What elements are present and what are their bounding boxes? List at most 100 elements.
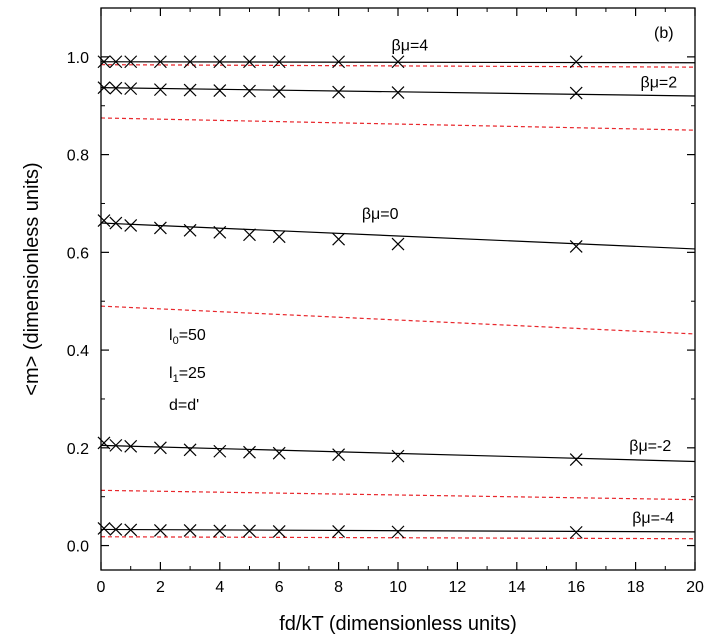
series-label-bmu0: βμ=0 <box>362 206 399 223</box>
data-point <box>569 55 583 69</box>
axes: 0 2 4 6 8 10 12 14 16 18 200.00.20.40.60.81.0 <box>67 7 704 596</box>
data-point <box>243 524 256 538</box>
data-point <box>391 55 405 69</box>
data-point <box>124 219 138 232</box>
data-point <box>213 524 227 538</box>
series-bmu2 <box>97 81 696 131</box>
data-point <box>272 85 286 98</box>
data-point <box>569 525 583 539</box>
data-point <box>391 449 405 463</box>
data-point <box>124 55 138 69</box>
data-point <box>183 83 197 97</box>
data-point <box>109 438 123 452</box>
data-point <box>109 81 123 95</box>
series-bmu0 <box>97 214 696 335</box>
data-point <box>332 55 346 69</box>
series-bmu4 <box>97 55 696 69</box>
data-point <box>272 55 286 69</box>
x-tick-label: 12 <box>449 579 467 596</box>
data-point <box>332 85 346 99</box>
data-point <box>97 55 111 69</box>
data-point <box>332 524 346 538</box>
panel-label: (b) <box>654 25 674 42</box>
param-l0-rest: =50 <box>179 327 206 344</box>
x-tick-label: 14 <box>508 579 526 596</box>
data-point <box>332 232 346 246</box>
param-l1: l1=25 <box>169 365 206 385</box>
data-point <box>272 524 286 538</box>
solid-line-bmu0 <box>100 222 696 250</box>
param-d: d=d' <box>169 397 199 414</box>
series-label-bmu2: βμ=2 <box>641 75 678 92</box>
data-point <box>243 228 256 242</box>
x-tick-label: 10 <box>389 579 407 596</box>
data-point <box>183 523 197 537</box>
x-tick-label: 4 <box>215 579 224 596</box>
data-point <box>272 230 286 244</box>
data-point <box>97 214 111 228</box>
y-tick-label: 0.8 <box>67 148 89 165</box>
param-l1-base: l <box>169 365 173 382</box>
data-point <box>97 522 111 535</box>
x-tick-label: 20 <box>686 579 704 596</box>
data-point <box>569 453 583 466</box>
data-point <box>153 221 167 235</box>
data-point <box>569 240 583 253</box>
data-point <box>183 223 197 237</box>
y-tick-label: 1.0 <box>67 50 89 67</box>
solid-line-bmuneg4 <box>100 528 696 533</box>
parameter-annotations: l0=50 l1=25 d=d' <box>169 327 206 414</box>
series-label-bmu4: βμ=4 <box>392 37 429 54</box>
y-tick-label: 0.0 <box>67 539 89 556</box>
x-tick-label: 0 <box>97 579 106 596</box>
data-point <box>109 55 123 69</box>
dashed-line-bmuneg2 <box>100 489 696 501</box>
dashed-line-bmu0 <box>100 305 696 335</box>
data-point <box>109 523 123 536</box>
y-tick-label: 0.4 <box>67 343 89 360</box>
param-l0-sub: 0 <box>173 335 179 347</box>
data-point <box>183 443 197 457</box>
data-point <box>213 84 227 98</box>
series-label-bmuneg4: βμ=-4 <box>632 510 674 527</box>
y-tick-label: 0.6 <box>67 245 89 262</box>
solid-line-bmuneg2 <box>100 444 696 463</box>
data-point <box>153 55 167 69</box>
dashed-line-bmu4 <box>100 64 696 68</box>
x-tick-label: 6 <box>275 579 284 596</box>
param-l0: l0=50 <box>169 327 206 347</box>
series-label-bmuneg2: βμ=-2 <box>629 438 671 455</box>
dashed-line-bmuneg4 <box>100 536 696 540</box>
data-point <box>183 55 197 69</box>
data-point <box>124 523 138 537</box>
series-bmuneg4 <box>97 522 696 540</box>
x-axis-label: fd/kT (dimensionless units) <box>279 613 517 635</box>
data-point <box>391 237 405 251</box>
x-tick-label: 16 <box>567 579 585 596</box>
data-point <box>124 82 138 96</box>
param-l1-rest: =25 <box>179 365 206 382</box>
data-point <box>391 86 405 99</box>
series-bmuneg2 <box>97 436 696 501</box>
data-point <box>332 448 346 462</box>
data-point <box>213 444 227 458</box>
data-point <box>153 441 167 455</box>
data-point <box>109 216 123 230</box>
data-point <box>153 83 167 97</box>
x-tick-label: 18 <box>627 579 645 596</box>
y-tick-label: 0.2 <box>67 441 89 458</box>
dashed-line-bmu2 <box>100 117 696 131</box>
data-point <box>272 446 286 460</box>
data-point <box>124 439 138 453</box>
data-point <box>97 81 111 95</box>
data-point <box>569 86 583 100</box>
param-l1-sub: 1 <box>173 373 179 385</box>
plot-area: βμ=4 βμ=2 βμ=0 βμ=-2 βμ=-4 <box>97 37 696 540</box>
data-point <box>213 225 227 239</box>
data-point <box>153 523 167 537</box>
y-axis-label: <m> (dimensionless units) <box>21 162 43 395</box>
data-point <box>243 55 256 69</box>
data-point <box>391 525 405 539</box>
data-point <box>243 445 256 459</box>
